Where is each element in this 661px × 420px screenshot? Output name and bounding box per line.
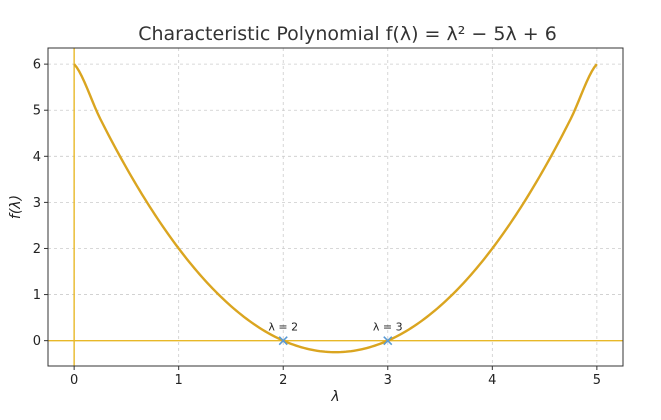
plot-frame: [47, 47, 624, 367]
grid-layer: [48, 48, 623, 366]
series-line: [73, 63, 598, 354]
y-tick-label: 3: [33, 196, 41, 211]
x-tick-label: 5: [593, 373, 601, 388]
root-marker-stroke: [278, 336, 288, 346]
y-tick-label: 2: [33, 242, 41, 257]
x-axis-label: λ: [330, 389, 339, 405]
roots-layer: λ = 2 λ = 3: [268, 321, 403, 346]
y-tick-label: 5: [33, 104, 41, 119]
x-tick-label: 1: [175, 373, 183, 388]
reference-lines: [48, 48, 623, 366]
root-marker: [383, 336, 393, 346]
root-marker: [278, 336, 288, 346]
x-tick-label: 3: [384, 373, 392, 388]
tick-layer: 0 1 2 3 4 5 0 1 2 3 4 5 6: [33, 58, 601, 388]
y-axis-label: f(λ): [8, 195, 24, 219]
y-tick-label: 0: [33, 334, 41, 349]
y-tick-label: 4: [33, 150, 41, 165]
root-label: λ = 3: [373, 321, 403, 334]
series-layer: [73, 63, 598, 354]
root-label: λ = 2: [268, 321, 298, 334]
chart-title: Characteristic Polynomial f(λ) = λ² − 5λ…: [138, 23, 557, 45]
y-tick-label: 6: [33, 58, 41, 73]
x-tick-label: 2: [279, 373, 287, 388]
x-tick-label: 0: [70, 373, 78, 388]
x-tick-label: 4: [488, 373, 496, 388]
root-marker-stroke: [383, 336, 393, 346]
y-tick-label: 1: [33, 288, 41, 303]
